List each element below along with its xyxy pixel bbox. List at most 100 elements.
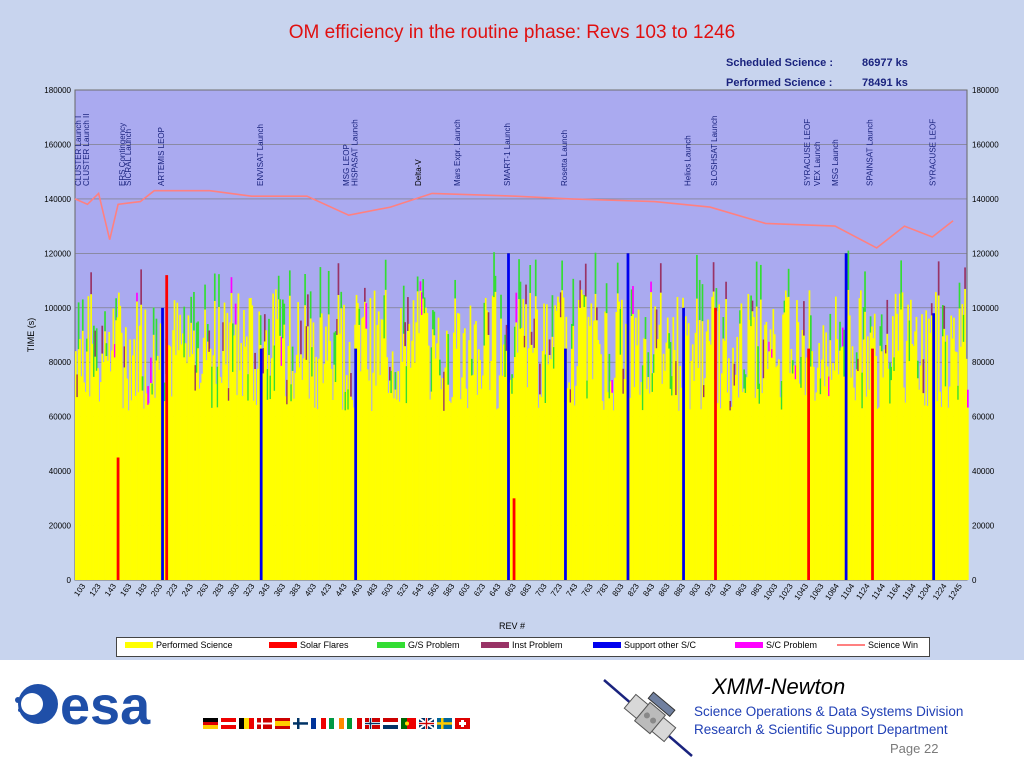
y-tick-label: 0	[972, 576, 977, 585]
bar-segment	[550, 359, 552, 580]
bar-segment	[383, 295, 386, 339]
bar-segment	[693, 380, 695, 580]
bar-segment	[433, 311, 436, 336]
bar-segment	[530, 331, 533, 345]
bar-segment	[803, 301, 805, 336]
bar-segment	[238, 370, 241, 580]
bar-segment	[659, 263, 662, 293]
bar-segment	[810, 366, 812, 580]
bar-segment	[525, 304, 527, 580]
bar-segment	[561, 260, 563, 291]
bar-segment	[262, 348, 265, 374]
bar-segment	[762, 378, 765, 580]
science-window-line	[74, 189, 954, 249]
bar-segment	[768, 341, 770, 352]
bar-segment	[287, 345, 290, 580]
bar-segment	[464, 328, 466, 580]
bar-segment	[319, 267, 322, 318]
bar-segment	[391, 351, 394, 580]
bar-segment	[828, 396, 830, 580]
x-tick-label: 943	[718, 582, 733, 599]
bar-segment	[898, 293, 901, 580]
bar-segment	[232, 371, 234, 580]
bar-segment	[163, 382, 166, 402]
bar-segment	[622, 393, 625, 580]
bar-segment	[900, 260, 902, 310]
x-tick-label: 863	[657, 582, 672, 599]
bar-segment	[364, 287, 366, 302]
bar-segment	[729, 410, 732, 580]
bar-segment	[579, 280, 582, 308]
bar-segment	[327, 314, 330, 580]
bar-segment	[432, 329, 434, 580]
bar-segment	[291, 346, 294, 371]
bar-segment	[712, 262, 715, 292]
bar-segment	[216, 407, 219, 580]
bar-segment	[90, 272, 92, 295]
y-tick-label: 100000	[44, 304, 71, 313]
bar-segment	[155, 318, 158, 361]
bar-segment	[469, 305, 472, 580]
bar-segment	[400, 308, 402, 580]
bar-segment	[273, 345, 276, 391]
bar-segment	[647, 352, 650, 378]
bar-segment	[552, 368, 555, 580]
bar-segment	[259, 315, 262, 346]
bar-segment	[519, 328, 522, 580]
bar-segment	[457, 313, 459, 580]
bar-segment	[358, 324, 361, 580]
bar-segment	[307, 294, 309, 327]
bar-segment	[668, 333, 670, 349]
bar-segment	[601, 400, 604, 580]
bar-segment	[930, 303, 933, 316]
bar-segment	[561, 290, 563, 580]
bar-segment	[97, 368, 99, 580]
bar-segment	[494, 291, 497, 580]
legend-label: Performed Science	[156, 640, 233, 650]
bar-segment	[301, 379, 304, 580]
bar-segment	[398, 401, 401, 580]
bar-segment	[444, 367, 447, 580]
x-tick-label: 303	[226, 582, 241, 599]
bar-segment	[896, 313, 898, 580]
bar-segment	[193, 291, 195, 331]
bar-segment	[494, 275, 497, 292]
bar-segment	[744, 392, 747, 580]
bar-segment	[739, 310, 741, 324]
bar-segment	[79, 339, 81, 580]
bar-segment	[283, 324, 286, 580]
bar-segment	[334, 381, 337, 580]
bar-segment	[965, 358, 968, 580]
bar-segment	[673, 349, 676, 580]
bar-segment	[730, 406, 733, 580]
bar-segment	[101, 353, 104, 580]
bar-segment	[337, 263, 340, 296]
bar-segment	[854, 400, 857, 580]
division-name: Science Operations & Data Systems Divisi…	[694, 704, 964, 719]
bar-segment	[655, 309, 658, 349]
bar-segment	[106, 360, 109, 580]
bar-segment	[216, 366, 219, 408]
footer	[0, 660, 1024, 768]
bar-segment	[397, 371, 400, 580]
bar-segment	[377, 311, 380, 580]
bar-segment	[347, 389, 350, 410]
bar-segment	[750, 326, 752, 580]
bar-segment	[200, 382, 202, 580]
bar-segment	[284, 396, 287, 580]
bar-segment	[487, 334, 490, 580]
bar-segment	[908, 320, 911, 362]
bar-segment	[518, 299, 520, 580]
bar-segment	[843, 329, 846, 377]
bar-segment	[689, 409, 691, 580]
bar-segment	[156, 355, 159, 580]
x-tick-label: 1003	[762, 582, 780, 602]
bar-segment	[921, 314, 923, 580]
bar-segment	[786, 297, 789, 580]
bar-segment	[558, 302, 561, 580]
bar-segment	[202, 337, 205, 580]
bar-segment	[766, 369, 769, 580]
flag-denmark-icon	[257, 718, 272, 729]
bar-segment	[490, 361, 493, 580]
bar-segment	[573, 405, 576, 580]
